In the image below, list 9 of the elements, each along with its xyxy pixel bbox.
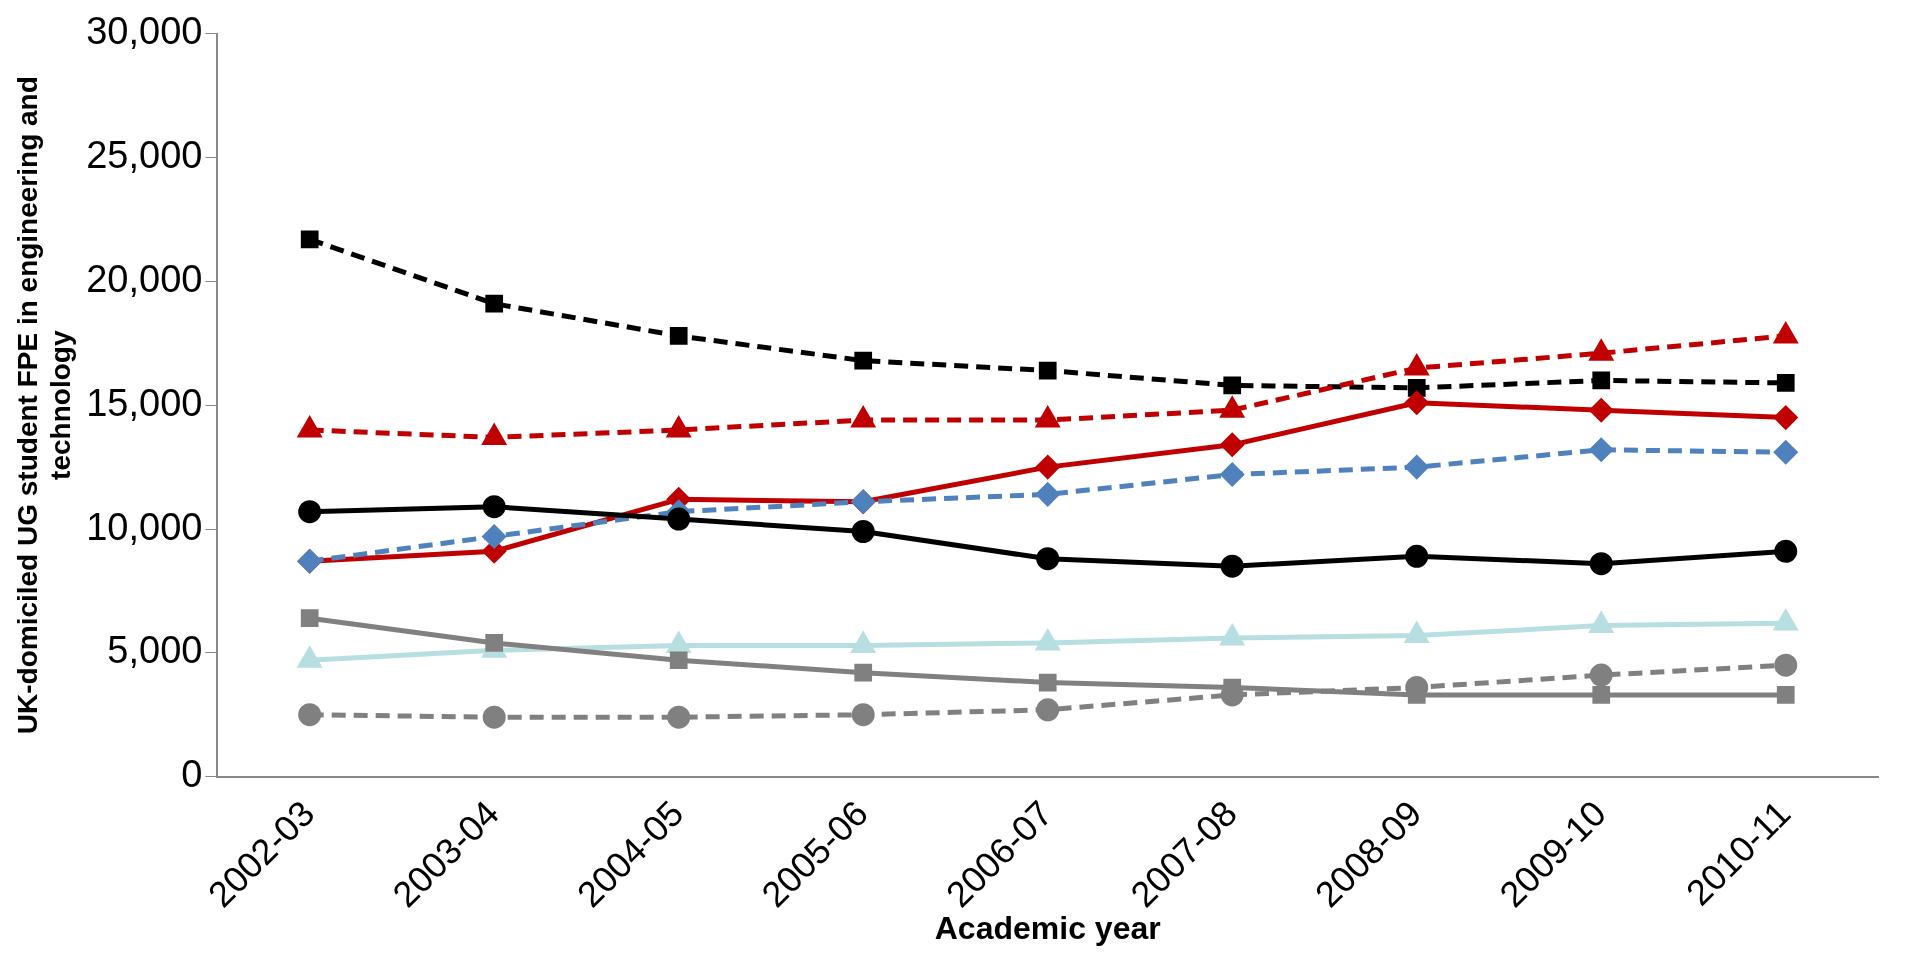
y-tick-label: 30,000 (86, 10, 203, 53)
x-axis-title: Academic year (934, 909, 1161, 946)
y-tick-label: 10,000 (86, 505, 203, 548)
y-tick-label: 5,000 (107, 629, 203, 672)
y-tick-label: 15,000 (86, 381, 203, 424)
y-tick-label: 20,000 (86, 257, 203, 300)
y-axis-title: UK-domiciled UG student FPE in engineering and technology (11, 76, 77, 735)
y-tick-label: 0 (181, 753, 203, 796)
y-tick-label: 25,000 (86, 134, 203, 177)
